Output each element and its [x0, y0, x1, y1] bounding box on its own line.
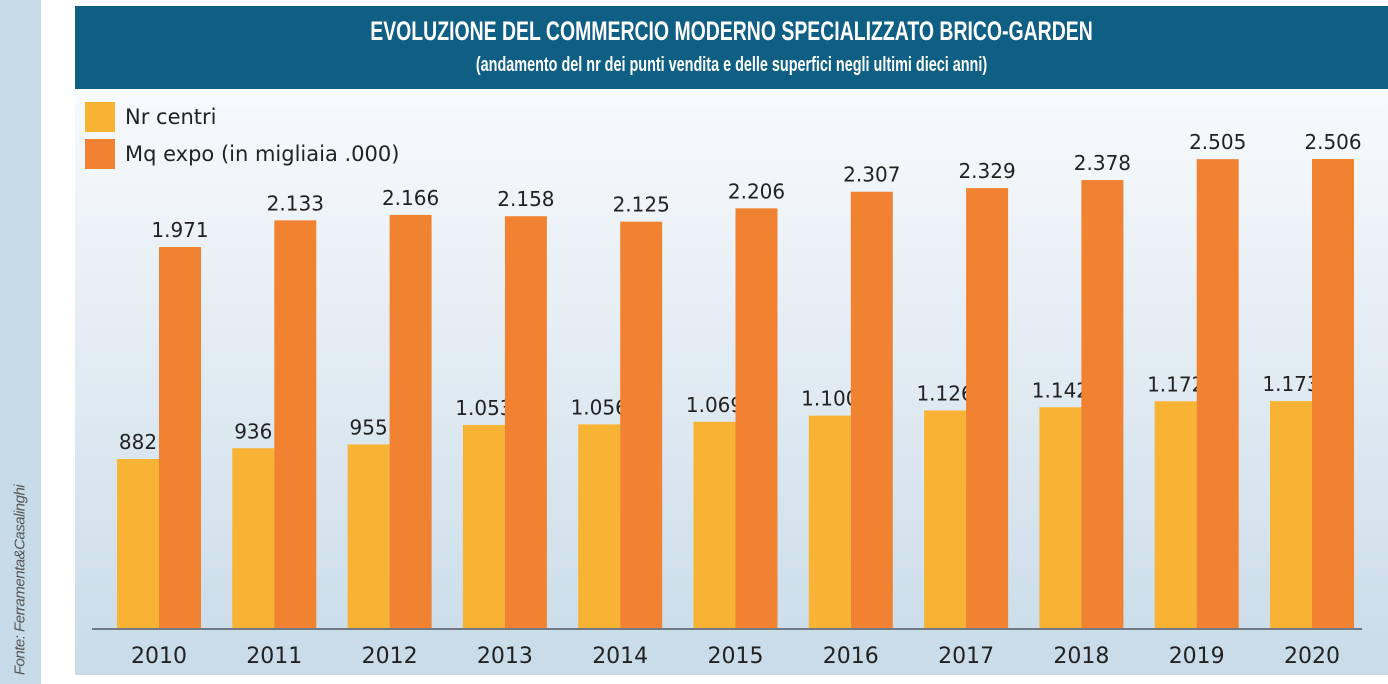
bar-mq-expo-2014	[620, 221, 663, 630]
bar-nr-centri-2017	[924, 410, 967, 629]
bar-mq-expo-2015	[735, 208, 778, 629]
data-label: 1.173	[1262, 372, 1319, 396]
x-tick-label: 2018	[1053, 644, 1109, 669]
bar-nr-centri-2011	[232, 448, 275, 629]
legend-swatch	[85, 102, 115, 132]
data-label: 1.172	[1147, 372, 1204, 396]
bar-mq-expo-2020	[1312, 158, 1354, 629]
data-label: 2.125	[613, 193, 670, 217]
data-label: 1.053	[455, 396, 512, 420]
data-label: 955	[350, 415, 388, 439]
x-tick-label: 2013	[477, 644, 533, 669]
legend-item-nr-centri: Nr centri	[85, 102, 217, 132]
data-label: 2.307	[843, 163, 900, 187]
bar-mq-expo-2010	[159, 247, 201, 629]
bar-mq-expo-2012	[389, 214, 432, 630]
data-label: 2.505	[1189, 130, 1246, 154]
data-label: 2.206	[728, 179, 785, 203]
x-tick-label: 2019	[1169, 644, 1225, 669]
bar-nr-centri-2016	[808, 415, 851, 629]
legend-label: Mq expo (in migliaia .000)	[125, 142, 400, 166]
data-label: 1.100	[801, 387, 858, 411]
legend-label: Nr centri	[125, 105, 217, 129]
x-tick-label: 2010	[131, 644, 187, 669]
bar-nr-centri-2013	[462, 424, 505, 629]
bar-mq-expo-2017	[966, 188, 1009, 629]
bar-nr-centri-2018	[1039, 407, 1082, 629]
data-label: 2.329	[958, 159, 1015, 183]
bar-mq-expo-2013	[504, 216, 547, 629]
bar-nr-centri-2015	[693, 421, 736, 629]
data-label: 1.069	[686, 393, 743, 417]
chart-subtitle: (andamento del nr dei punti vendita e de…	[475, 54, 988, 76]
data-label: 2.158	[497, 187, 554, 211]
bar-nr-centri-2019	[1154, 401, 1197, 629]
bar-nr-centri-2010	[117, 459, 159, 629]
bar-mq-expo-2019	[1196, 159, 1239, 630]
data-label: 2.166	[382, 186, 439, 210]
x-tick-label: 2015	[708, 644, 764, 669]
x-tick-label: 2020	[1284, 644, 1340, 669]
x-tick-label: 2017	[938, 644, 994, 669]
x-tick-label: 2014	[592, 644, 648, 669]
data-label: 2.506	[1304, 130, 1361, 154]
legend-item-mq-expo: Mq expo (in migliaia .000)	[85, 139, 399, 169]
bar-nr-centri-2012	[347, 444, 390, 629]
source-strip: Fonte: Ferramenta&Casalinghi	[0, 0, 41, 684]
legend-swatch	[85, 139, 115, 169]
data-label: 1.142	[1032, 378, 1089, 402]
data-label: 1.971	[151, 218, 208, 242]
x-tick-label: 2016	[823, 644, 879, 669]
data-label: 1.056	[571, 395, 628, 419]
bar-mq-expo-2016	[850, 191, 893, 629]
chart-title: EVOLUZIONE DEL COMMERCIO MODERNO SPECIAL…	[370, 16, 1093, 46]
chart-header: EVOLUZIONE DEL COMMERCIO MODERNO SPECIAL…	[75, 6, 1388, 89]
bar-nr-centri-2020	[1270, 401, 1312, 629]
bar-nr-centri-2014	[578, 424, 621, 629]
x-tick-label: 2011	[246, 644, 302, 669]
data-label: 2.378	[1074, 151, 1131, 175]
data-label: 882	[119, 430, 157, 454]
x-tick-label: 2012	[362, 644, 418, 669]
data-label: 1.126	[916, 381, 973, 405]
data-label: 936	[234, 419, 272, 443]
data-label: 2.133	[267, 191, 324, 215]
bar-mq-expo-2018	[1081, 180, 1124, 629]
bar-mq-expo-2011	[274, 220, 317, 629]
